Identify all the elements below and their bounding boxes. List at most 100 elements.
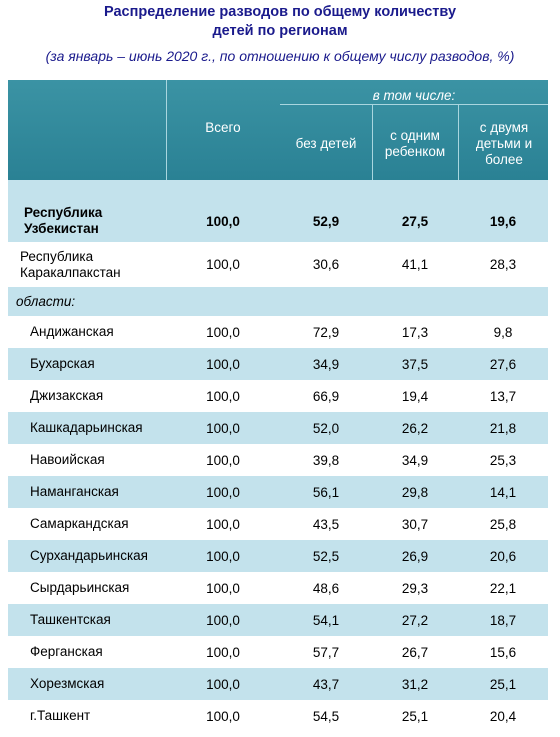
cell-value: 19,4	[401, 388, 429, 404]
cell-value: 100,0	[206, 257, 240, 272]
cell-value: 27,2	[401, 612, 429, 628]
cell-value: 72,9	[312, 324, 340, 340]
row-label: Бухарская	[30, 356, 95, 371]
cell-value: 100,0	[206, 356, 240, 372]
row-label: Хорезмская	[30, 676, 105, 691]
cell-value: 100,0	[206, 708, 240, 724]
cell-value: 57,7	[312, 644, 340, 660]
cell-value: 20,6	[489, 548, 517, 564]
row-label: Кашкадарьинская	[30, 420, 143, 435]
cell-value: 25,8	[489, 516, 517, 532]
table-row: Сырдарьинская 100,0 48,6 29,3 22,1	[8, 572, 548, 604]
cell-value: 100,0	[206, 612, 240, 628]
table-row: Республика Узбекистан 100,0 52,9 27,5 19,6	[8, 200, 548, 242]
cell-value: 54,5	[312, 708, 340, 724]
cell-value: 43,5	[312, 516, 340, 532]
row-label: Сурхандарьинская	[30, 548, 148, 563]
cell-value: 29,3	[401, 580, 429, 596]
header-including: в том числе:	[372, 88, 456, 103]
section-row: области:	[8, 287, 548, 316]
cell-value: 52,0	[312, 420, 340, 436]
cell-value: 100,0	[206, 676, 240, 692]
subtitle: (за январь – июнь 2020 г., по отношению …	[45, 48, 515, 64]
row-label: Ташкентская	[30, 612, 111, 627]
table-row: Сурхандарьинская 100,0 52,5 26,9 20,6	[8, 540, 548, 572]
row-label: Джизакская	[30, 388, 104, 403]
cell-value: 26,7	[401, 644, 429, 660]
cell-value: 26,9	[401, 548, 429, 564]
divider	[458, 104, 459, 180]
table-header: Всего в том числе: без детей с одним реб…	[8, 80, 548, 180]
table-row: Ташкентская 100,0 54,1 27,2 18,7	[8, 604, 548, 636]
cell-value: 37,5	[401, 356, 429, 372]
cell-value: 25,3	[489, 452, 517, 468]
row-label: Самаркандская	[30, 516, 129, 531]
cell-value: 48,6	[312, 580, 340, 596]
cell-value: 20,4	[489, 708, 517, 724]
cell-value: 100,0	[206, 388, 240, 404]
header-column: без детей	[295, 136, 357, 151]
cell-value: 43,7	[312, 676, 340, 692]
cell-value: 100,0	[206, 548, 240, 564]
cell-value: 19,6	[489, 213, 517, 229]
cell-value: 14,1	[489, 484, 517, 500]
divider	[280, 104, 548, 105]
cell-value: 17,3	[401, 324, 429, 340]
table-row: Республика Каракалпакстан 100,0 30,6 41,1 28…	[8, 242, 548, 287]
title-line: детей по регионам	[212, 23, 348, 39]
cell-value: 28,3	[489, 257, 517, 272]
cell-value: 66,9	[312, 388, 340, 404]
row-label: Навоийская	[30, 452, 105, 467]
cell-value: 100,0	[206, 580, 240, 596]
row-label: Наманганская	[30, 484, 119, 499]
divider	[166, 80, 167, 180]
cell-value: 100,0	[206, 516, 240, 532]
cell-value: 41,1	[401, 257, 429, 272]
header-column: с одним ребенком	[384, 128, 446, 159]
table-row: г.Ташкент 100,0 54,5 25,1 20,4	[8, 700, 548, 732]
cell-value: 29,8	[401, 484, 429, 500]
cell-value: 100,0	[206, 452, 240, 468]
spacer	[8, 180, 548, 200]
cell-value: 13,7	[489, 388, 517, 404]
table-row: Хорезмская 100,0 43,7 31,2 25,1	[8, 668, 548, 700]
cell-value: 34,9	[401, 452, 429, 468]
row-label: Республика Узбекистан	[24, 205, 103, 236]
cell-value: 100,0	[206, 324, 240, 340]
table-row: Бухарская 100,0 34,9 37,5 27,6	[8, 348, 548, 380]
table-row: Наманганская 100,0 56,1 29,8 14,1	[8, 476, 548, 508]
cell-value: 100,0	[206, 420, 240, 436]
title-line: Распределение разводов по общему количес…	[103, 4, 457, 20]
table-row: Навоийская 100,0 39,8 34,9 25,3	[8, 444, 548, 476]
cell-value: 18,7	[489, 612, 517, 628]
cell-value: 54,1	[312, 612, 340, 628]
row-label: Андижанская	[30, 324, 114, 339]
cell-value: 52,5	[312, 548, 340, 564]
cell-value: 30,7	[401, 516, 429, 532]
cell-value: 9,8	[493, 324, 513, 340]
cell-value: 31,2	[401, 676, 429, 692]
cell-value: 15,6	[489, 644, 517, 660]
cell-value: 25,1	[489, 676, 517, 692]
cell-value: 27,5	[401, 213, 429, 229]
section-label: области:	[16, 293, 76, 309]
row-label: Республика Каракалпакстан	[20, 248, 121, 280]
cell-value: 21,8	[489, 420, 517, 436]
table-row: Ферганская 100,0 57,7 26,7 15,6	[8, 636, 548, 668]
table-row: Кашкадарьинская 100,0 52,0 26,2 21,8	[8, 412, 548, 444]
cell-value: 39,8	[312, 452, 340, 468]
divider	[372, 104, 373, 180]
table-row: Самаркандская 100,0 43,5 30,7 25,8	[8, 508, 548, 540]
row-label: Ферганская	[30, 644, 103, 659]
header-column: с двумя детьми и более	[475, 120, 533, 167]
cell-value: 26,2	[401, 420, 429, 436]
cell-value: 27,6	[489, 356, 517, 372]
cell-value: 100,0	[206, 484, 240, 500]
cell-value: 22,1	[489, 580, 517, 596]
cell-value: 25,1	[401, 708, 429, 724]
cell-value: 100,0	[206, 213, 240, 229]
header-total: Всего	[205, 120, 241, 135]
cell-value: 34,9	[312, 356, 340, 372]
row-label: г.Ташкент	[30, 708, 91, 723]
